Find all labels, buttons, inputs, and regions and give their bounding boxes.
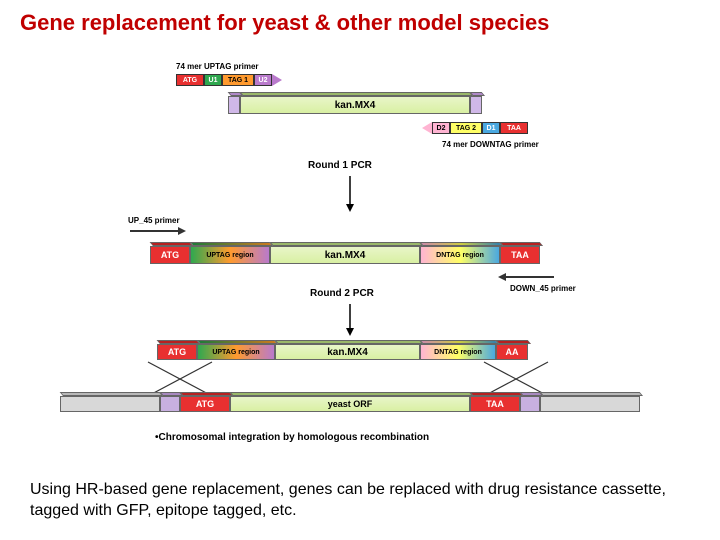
kanmx4-bot: kan.MX4 <box>275 344 420 360</box>
down45-arrow-icon <box>498 272 554 282</box>
kanmx4-mid: kan.MX4 <box>270 246 420 264</box>
chromosome-left-gray <box>60 396 160 412</box>
dntag-region-mid: DNTAG region <box>420 246 500 264</box>
atg-bot: ATG <box>157 344 197 360</box>
seg-tag1-1: TAG 1 <box>222 74 254 86</box>
dntag74-label: 74 mer DOWNTAG primer <box>442 140 539 149</box>
uptag74-label: 74 mer UPTAG primer <box>176 62 259 71</box>
uptag74-arrowhead <box>272 74 282 86</box>
seg-taa-1: TAA <box>500 122 528 134</box>
uptag-region-bot: UPTAG region <box>197 344 275 360</box>
chromosome-atg: ATG <box>180 396 230 412</box>
page-title: Gene replacement for yeast & other model… <box>20 10 549 36</box>
seg-d2-1: D2 <box>432 122 450 134</box>
aa-bot: AA <box>496 344 528 360</box>
kanmx4-bar-1: kan.MX4 <box>240 96 470 114</box>
footer-text: Using HR-based gene replacement, genes c… <box>30 480 690 522</box>
chromosome-right-gray <box>540 396 640 412</box>
up45-label: UP_45 primer <box>128 216 180 225</box>
up45-arrow-icon <box>130 226 186 236</box>
seg-tag2-1: TAG 2 <box>450 122 482 134</box>
dntag74-arrowhead <box>422 122 432 134</box>
chromosome-right-purple <box>520 396 540 412</box>
atg-mid: ATG <box>150 246 190 264</box>
round2-label: Round 2 PCR <box>310 288 374 299</box>
chromosome-taa: TAA <box>470 396 520 412</box>
seg-u2-1: U2 <box>254 74 272 86</box>
chromosome-orf: yeast ORF <box>230 396 470 412</box>
seg-d1-1: D1 <box>482 122 500 134</box>
round1-arrow <box>344 176 356 212</box>
round1-label: Round 1 PCR <box>308 160 372 171</box>
uptag-region-mid: UPTAG region <box>190 246 270 264</box>
kanmx4-cap-left-1 <box>228 96 240 114</box>
taa-mid: TAA <box>500 246 540 264</box>
seg-u1-1: U1 <box>204 74 222 86</box>
dntag-region-bot: DNTAG region <box>420 344 496 360</box>
down45-label: DOWN_45 primer <box>510 284 576 293</box>
kanmx4-cap-right-1 <box>470 96 482 114</box>
footer-bullet: •Chromosomal integration by homologous r… <box>155 432 429 443</box>
round2-arrow <box>344 304 356 336</box>
seg-atg-1: ATG <box>176 74 204 86</box>
chromosome-left-purple <box>160 396 180 412</box>
